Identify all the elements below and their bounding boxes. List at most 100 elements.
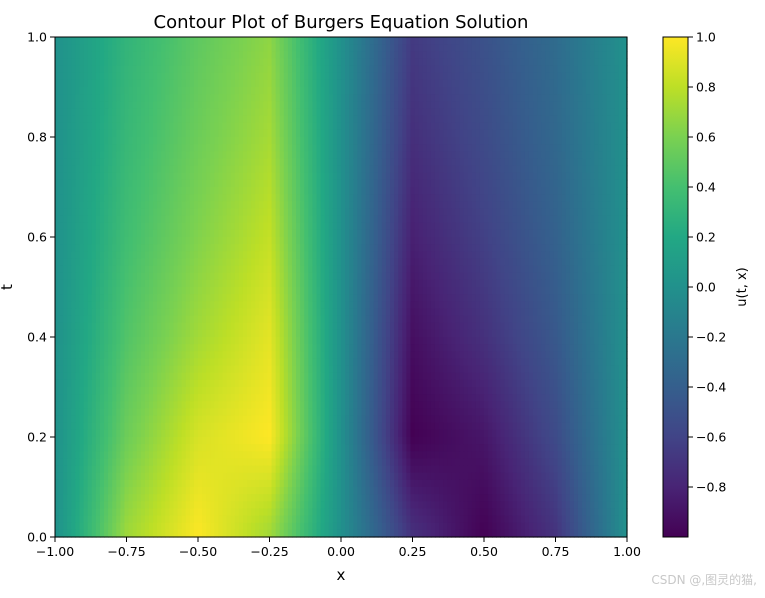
heatmap-cell xyxy=(181,251,187,260)
heatmap-cell xyxy=(271,272,277,281)
heatmap-cell xyxy=(524,172,530,181)
heatmap-cell xyxy=(251,165,256,174)
heatmap-cell xyxy=(463,72,469,81)
heatmap-cell xyxy=(128,158,134,167)
heatmap-cell xyxy=(418,194,424,202)
heatmap-cell xyxy=(508,194,514,202)
heatmap-cell xyxy=(71,208,77,217)
heatmap-cell xyxy=(132,194,138,202)
heatmap-cell xyxy=(598,72,604,81)
heatmap-cell xyxy=(99,144,105,152)
heatmap-cell xyxy=(361,287,367,295)
heatmap-cell xyxy=(471,165,477,174)
heatmap-cell xyxy=(279,287,285,295)
heatmap-cell xyxy=(279,58,285,67)
heatmap-cell xyxy=(582,87,587,95)
heatmap-cell xyxy=(324,208,330,217)
heatmap-cell xyxy=(206,194,211,202)
heatmap-cell xyxy=(300,165,305,174)
heatmap-cell xyxy=(218,287,224,295)
heatmap-cell xyxy=(177,258,183,267)
heatmap-cell xyxy=(308,58,313,67)
heatmap-cell xyxy=(185,258,191,267)
heatmap-cell xyxy=(390,201,395,210)
heatmap-cell xyxy=(75,101,81,110)
heatmap-cell xyxy=(332,122,338,131)
heatmap-cell xyxy=(132,151,138,160)
heatmap-cell xyxy=(300,272,305,281)
heatmap-cell xyxy=(361,187,367,195)
heatmap-cell xyxy=(385,87,391,95)
heatmap-cell xyxy=(275,101,281,110)
heatmap-cell xyxy=(83,287,89,295)
heatmap-cell xyxy=(108,279,113,288)
heatmap-cell xyxy=(79,222,85,231)
heatmap-cell xyxy=(614,265,620,274)
heatmap-cell xyxy=(169,94,175,102)
heatmap-cell xyxy=(434,237,440,245)
heatmap-cell xyxy=(55,201,60,210)
heatmap-cell xyxy=(112,237,117,245)
heatmap-cell xyxy=(426,272,432,281)
heatmap-cell xyxy=(242,158,248,167)
heatmap-cell xyxy=(308,94,313,102)
heatmap-cell xyxy=(561,237,567,245)
heatmap-cell xyxy=(443,287,448,295)
heatmap-cell xyxy=(296,122,301,131)
heatmap-cell xyxy=(439,229,444,238)
heatmap-cell xyxy=(83,194,89,202)
heatmap-cell xyxy=(271,265,277,274)
heatmap-cell xyxy=(185,72,191,81)
heatmap-cell xyxy=(345,72,350,81)
heatmap-cell xyxy=(455,158,461,167)
heatmap-cell xyxy=(283,129,289,138)
heatmap-cell xyxy=(508,87,514,95)
heatmap-cell xyxy=(214,51,220,60)
heatmap-cell xyxy=(496,87,501,95)
heatmap-cell xyxy=(606,229,612,238)
heatmap-cell xyxy=(459,244,465,252)
heatmap-cell xyxy=(443,44,448,52)
heatmap-cell xyxy=(471,251,477,260)
heatmap-cell xyxy=(275,165,281,174)
heatmap-cell xyxy=(140,237,146,245)
heatmap-cell xyxy=(148,172,154,181)
heatmap-cell xyxy=(573,151,579,160)
heatmap-cell xyxy=(116,279,121,288)
heatmap-cell xyxy=(569,115,575,124)
heatmap-cell xyxy=(71,279,77,288)
heatmap-cell xyxy=(365,58,371,67)
heatmap-cell xyxy=(308,287,313,295)
heatmap-cell xyxy=(153,144,158,152)
heatmap-cell xyxy=(434,187,440,195)
heatmap-cell xyxy=(214,144,220,152)
heatmap-cell xyxy=(594,215,599,224)
heatmap-cell xyxy=(398,194,403,202)
heatmap-cell xyxy=(153,237,158,245)
heatmap-cell xyxy=(124,72,130,81)
heatmap-cell xyxy=(402,229,407,238)
heatmap-cell xyxy=(324,279,330,288)
heatmap-cell xyxy=(304,201,309,210)
heatmap-cell xyxy=(316,244,322,252)
heatmap-cell xyxy=(365,201,371,210)
heatmap-cell xyxy=(222,265,228,274)
heatmap-cell xyxy=(169,58,175,67)
heatmap-cell xyxy=(59,265,64,274)
heatmap-cell xyxy=(475,144,481,152)
heatmap-cell xyxy=(112,72,117,81)
heatmap-cell xyxy=(198,194,203,202)
heatmap-cell xyxy=(541,65,546,74)
heatmap-cell xyxy=(136,58,142,67)
heatmap-cell xyxy=(148,44,154,52)
heatmap-cell xyxy=(496,58,501,67)
heatmap-cell xyxy=(267,208,273,217)
heatmap-cell xyxy=(267,237,273,245)
heatmap-cell xyxy=(500,258,506,267)
heatmap-cell xyxy=(508,65,514,74)
heatmap-cell xyxy=(475,58,481,67)
heatmap-cell xyxy=(300,258,305,267)
heatmap-cell xyxy=(345,201,350,210)
heatmap-cell xyxy=(140,94,146,102)
heatmap-cell xyxy=(251,215,256,224)
